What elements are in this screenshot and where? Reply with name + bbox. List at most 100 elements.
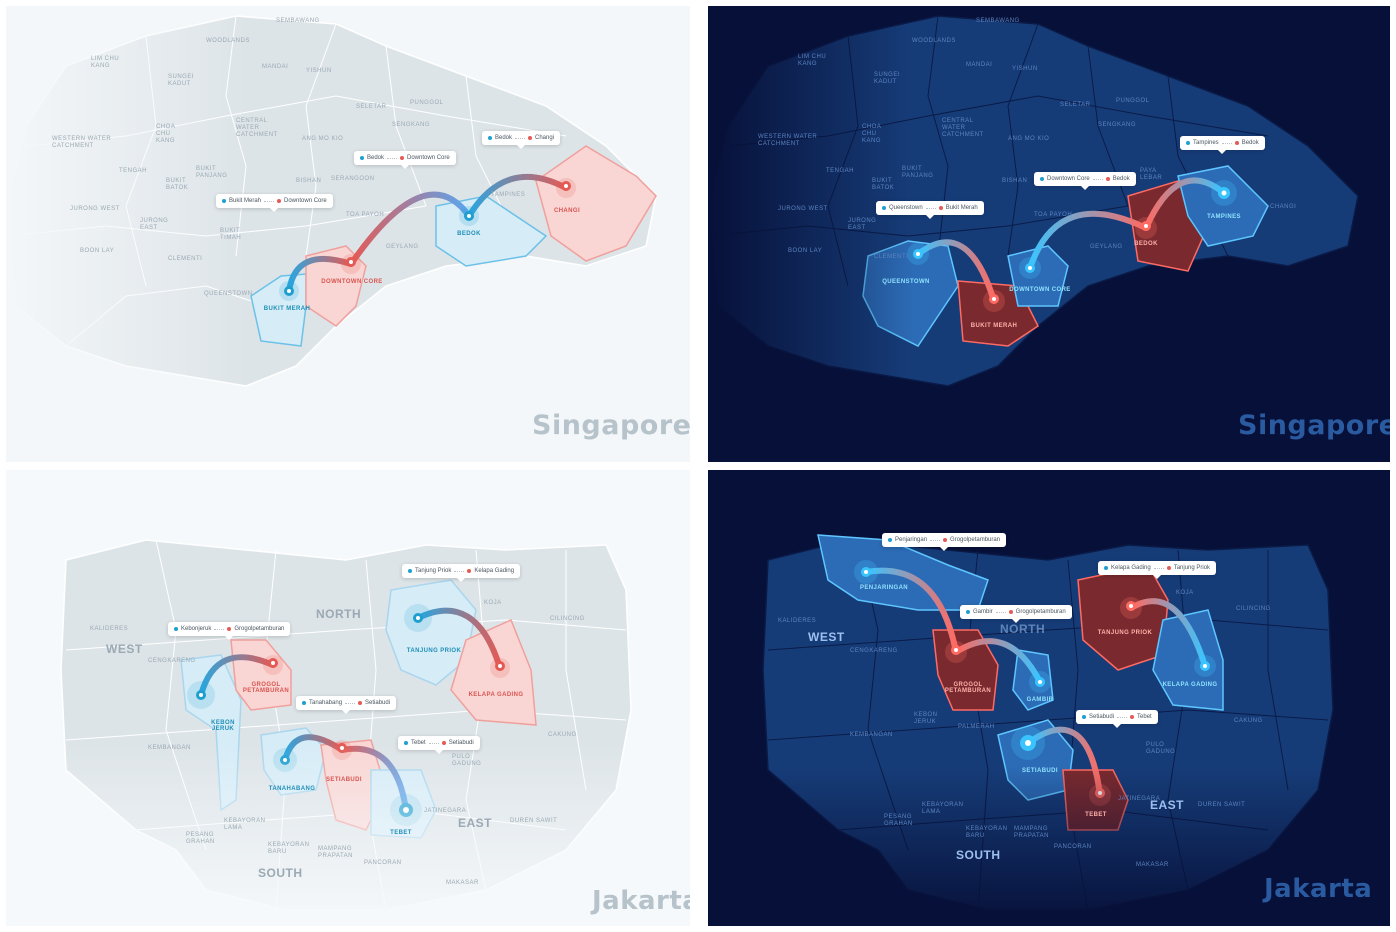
district-label: Ang Mo Kio bbox=[302, 136, 344, 142]
route-tooltip[interactable]: Queenstown Bukit Merah bbox=[876, 201, 984, 219]
district-label: Tengah bbox=[119, 168, 148, 174]
district-label: Jurong West bbox=[778, 206, 828, 212]
district-label: Pesang Grahan bbox=[186, 832, 215, 845]
left-fade-overlay bbox=[6, 6, 690, 462]
area-label-tanahabang: Tanahabang bbox=[268, 786, 316, 792]
district-label: Geylang bbox=[386, 244, 419, 250]
district-label: Woodlands bbox=[912, 38, 956, 44]
district-label: Seletar bbox=[356, 104, 387, 110]
route-tooltip[interactable]: Tanahabang Setiabudi bbox=[296, 696, 397, 714]
district-label: Boon Lay bbox=[788, 248, 823, 254]
area-label-tebet: Tebet bbox=[1085, 812, 1107, 818]
district-label: Cakung bbox=[1234, 718, 1263, 724]
district-label: Woodlands bbox=[206, 38, 250, 44]
route-tooltip[interactable]: Bedok Changi bbox=[482, 131, 561, 149]
route-tooltip[interactable]: Tebet Setiabudi bbox=[398, 736, 480, 754]
route-tooltip[interactable]: Downtown Core Bedok bbox=[1034, 172, 1136, 190]
district-label: Kebayoran Lama bbox=[224, 818, 266, 831]
district-label: Clementi bbox=[874, 254, 909, 260]
route-tooltip[interactable]: Bukit Merah Downtown Core bbox=[216, 194, 333, 212]
district-label: Sungei Kadut bbox=[168, 74, 195, 87]
area-label-queenstown: Queenstown bbox=[882, 279, 930, 285]
district-label: Duren Sawit bbox=[1198, 802, 1246, 808]
district-label: Jatinegara bbox=[1118, 796, 1161, 802]
route-tooltip[interactable]: Penjaringan Grogolpetamburan bbox=[882, 533, 1007, 551]
district-label: Mampang Prapatan bbox=[1014, 826, 1050, 839]
district-label: Jurong West bbox=[70, 206, 120, 212]
singapore-dark-map bbox=[708, 6, 1390, 462]
district-label: Queenstown bbox=[204, 291, 253, 297]
area-label-bedok: Bedok bbox=[1134, 241, 1158, 247]
area-label-tampines: Tampines bbox=[1207, 214, 1241, 220]
district-label: Jurong East bbox=[140, 218, 169, 231]
district-label: Kalideres bbox=[778, 618, 817, 624]
map-panel-jakarta-light: West North East South Kalideres Cengkare… bbox=[6, 470, 690, 926]
district-label: Jatinegara bbox=[424, 808, 467, 814]
route-tooltip[interactable]: Bedok Downtown Core bbox=[354, 151, 456, 169]
district-label: Koja bbox=[1176, 590, 1194, 596]
district-label: Bishan bbox=[296, 178, 322, 184]
region-label-north: North bbox=[316, 607, 362, 621]
district-label: Pulo Gadung bbox=[1146, 742, 1176, 755]
district-label: Makasar bbox=[446, 880, 479, 886]
map-panel-jakarta-dark: West North East South Kalideres Cengkare… bbox=[708, 470, 1390, 926]
route-tooltip[interactable]: Setiabudi Tebet bbox=[1076, 710, 1158, 728]
district-label: Kembangan bbox=[148, 745, 191, 751]
area-label-bukit-merah: Bukit Merah bbox=[263, 306, 311, 312]
area-label-penjaringan: Penjaringan bbox=[859, 585, 909, 591]
district-label: Tampines bbox=[491, 192, 526, 198]
district-label: Mandai bbox=[262, 64, 289, 70]
district-label: Koja bbox=[484, 600, 502, 606]
district-label: Sembawang bbox=[976, 18, 1020, 24]
area-label-grogol-petamburan: Grogol Petamburan bbox=[242, 682, 290, 694]
district-label: Punggol bbox=[1116, 98, 1150, 104]
district-label: Cilincing bbox=[550, 616, 585, 622]
district-label: Pulo Gadung bbox=[452, 754, 482, 767]
area-label-setiabudi: Setiabudi bbox=[326, 777, 362, 783]
district-label: Paya Lebar bbox=[1140, 168, 1163, 181]
district-label: Kebayoran Lama bbox=[922, 802, 964, 815]
area-label-tanjung-priok: Tanjung Priok bbox=[1097, 630, 1153, 636]
district-label: Central Water Catchment bbox=[236, 118, 278, 138]
route-tooltip[interactable]: Kelapa Gading Tanjung Priok bbox=[1098, 561, 1217, 579]
district-label: Bukit Batok bbox=[872, 178, 895, 191]
district-label: Boon Lay bbox=[80, 248, 115, 254]
district-label: Pesang Grahan bbox=[884, 814, 913, 827]
region-label-east: East bbox=[1150, 798, 1185, 812]
district-label: Tengah bbox=[826, 168, 855, 174]
region-label-west: West bbox=[808, 630, 845, 644]
city-title: Singapore bbox=[1238, 410, 1390, 441]
district-label: Sengkang bbox=[1098, 122, 1137, 128]
district-label: Western Water Catchment bbox=[758, 134, 818, 147]
district-label: Western Water Catchment bbox=[52, 136, 112, 149]
area-label-downtown-core: Downtown Core bbox=[321, 279, 383, 285]
route-tooltip[interactable]: Tanjung Priok Kelapa Gading bbox=[402, 564, 521, 582]
district-label: Sembawang bbox=[276, 18, 320, 24]
district-label: Changi bbox=[1270, 204, 1297, 210]
area-label-bukit-merah: Bukit Merah bbox=[970, 323, 1018, 329]
district-label: Cengkareng bbox=[850, 648, 898, 654]
region-label-east: East bbox=[458, 816, 493, 830]
map-panel-singapore-light: Sembawang Woodlands Lim Chu Kang Mandai … bbox=[6, 6, 690, 462]
district-label: Jurong East bbox=[848, 218, 877, 231]
route-tooltip[interactable]: Gambir Grogolpetamburan bbox=[960, 605, 1072, 623]
region-label-south: South bbox=[258, 866, 303, 880]
district-label: Sungei Kadut bbox=[874, 72, 901, 85]
area-label-kebon-jeruk: Kebon Jeruk bbox=[211, 720, 235, 732]
district-label: Bishan bbox=[1002, 178, 1028, 184]
district-label: Kebayoran Baru bbox=[268, 842, 310, 855]
singapore-light-map bbox=[6, 6, 690, 462]
route-tooltip[interactable]: Kebonjeruk Grogolpetamburan bbox=[168, 622, 291, 640]
district-label: Duren Sawit bbox=[510, 818, 558, 824]
district-label: Makasar bbox=[1136, 862, 1169, 868]
district-label: Bukit Batok bbox=[166, 178, 189, 191]
area-label-setiabudi: Setiabudi bbox=[1022, 768, 1058, 774]
bottom-fade-overlay bbox=[708, 470, 1390, 926]
route-tooltip[interactable]: Tampines Bedok bbox=[1180, 136, 1265, 154]
district-label: Geylang bbox=[1090, 244, 1123, 250]
district-label: Clementi bbox=[168, 256, 203, 262]
map-panel-singapore-dark: Sembawang Woodlands Lim Chu Kang Mandai … bbox=[708, 6, 1390, 462]
district-label: Cakung bbox=[548, 732, 577, 738]
jakarta-dark-map bbox=[708, 470, 1390, 926]
district-label: Pancoran bbox=[364, 860, 402, 866]
